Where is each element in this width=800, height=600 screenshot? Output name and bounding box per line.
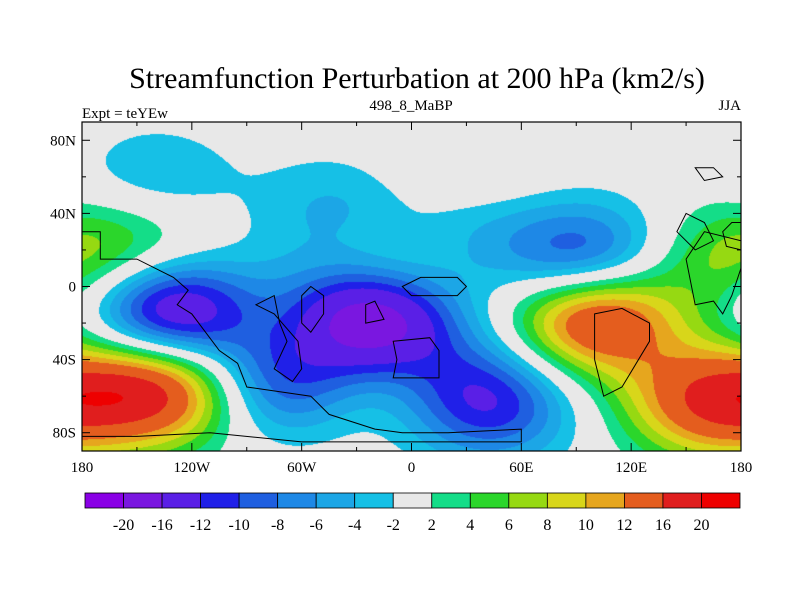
colorbar-box — [315, 492, 356, 509]
x-tick-label: 120E — [615, 460, 647, 476]
y-tick-label: 80N — [50, 133, 76, 149]
coastline-0 — [81, 231, 522, 443]
colorbar-box — [431, 492, 471, 509]
colorbar-label: 12 — [616, 517, 632, 534]
y-tick-label: 0 — [69, 280, 77, 296]
coastline-1 — [254, 294, 303, 383]
coastline-2 — [301, 285, 325, 333]
colorbar-label: -20 — [113, 517, 134, 534]
coastline-9 — [694, 167, 724, 182]
colorbar-box — [161, 492, 201, 509]
center-string: 498_8_MaBP — [369, 98, 452, 114]
colorbar-label: 8 — [543, 517, 551, 534]
colorbar-box — [508, 492, 548, 509]
colorbar-box — [392, 492, 433, 509]
colorbar-box — [277, 492, 317, 509]
shaded-field — [82, 122, 741, 451]
x-tick-label: 60E — [509, 460, 533, 476]
axes: 180 120W 60W 0 60E 120E 180 80N 40N 0 40S 80S — [50, 121, 753, 476]
x-tick-label: 60W — [287, 460, 317, 476]
y-tick-label: 40S — [53, 353, 76, 369]
colorbar-box — [200, 492, 240, 509]
x-tick-label: 120W — [173, 460, 211, 476]
colorbar-box — [469, 492, 510, 509]
colorbar-label: -10 — [228, 517, 249, 534]
coastline-5 — [401, 276, 468, 297]
colorbar-label: 6 — [505, 517, 513, 534]
colorbar-box — [662, 492, 702, 509]
colorbar: -20 -16 -12 -10 -8 -6 -4 -2 2 4 6 8 10 12 16 20 — [84, 492, 741, 534]
plot-area — [82, 122, 741, 451]
colorbar-label: 16 — [655, 517, 671, 534]
coastline-8 — [676, 212, 715, 251]
colorbar-box — [701, 492, 741, 509]
colorbar-label: -4 — [348, 517, 361, 534]
colorbar-box — [238, 492, 279, 509]
coastline-6 — [594, 307, 650, 397]
x-tick-label: 180 — [730, 460, 753, 476]
y-tick-label: 40N — [50, 206, 76, 222]
colorbar-label: -8 — [271, 517, 284, 534]
left-string: Expt = teYEw — [82, 106, 168, 122]
right-string: JJA — [718, 98, 741, 114]
colorbar-label: -2 — [387, 517, 400, 534]
colorbar-box — [546, 492, 587, 509]
x-tick-label: 180 — [71, 460, 94, 476]
colorbar-box — [585, 492, 625, 509]
colorbar-label: -6 — [310, 517, 323, 534]
coastline-4 — [365, 300, 385, 324]
colorbar-label: 4 — [466, 517, 474, 534]
colorbar-label: -16 — [151, 517, 172, 534]
colorbar-box — [354, 492, 394, 509]
colorbar-label: 10 — [578, 517, 594, 534]
y-tick-label: 80S — [53, 426, 76, 442]
colorbar-label: -12 — [190, 517, 211, 534]
colorbar-label: 2 — [428, 517, 436, 534]
colorbar-box — [123, 492, 163, 509]
colorbar-label: 20 — [693, 517, 709, 534]
coastline-3 — [392, 337, 440, 379]
x-tick-label: 0 — [408, 460, 416, 476]
chart-title: Streamfunction Perturbation at 200 hPa (… — [129, 62, 705, 95]
colorbar-box — [84, 492, 124, 509]
colorbar-box — [624, 492, 664, 509]
